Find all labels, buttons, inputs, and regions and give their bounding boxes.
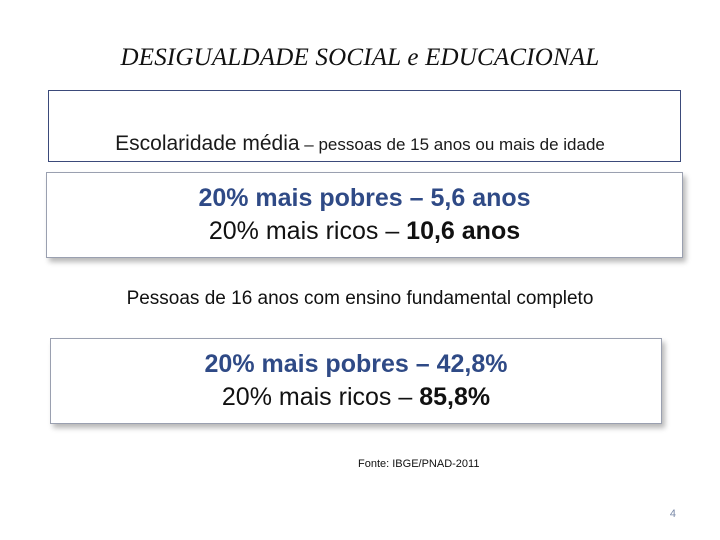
- section2-label: Pessoas de 16 anos com ensino fundamenta…: [126, 288, 594, 309]
- section1-ricos-prefix: 20% mais ricos –: [208, 217, 407, 245]
- section2-ricos-prefix: 20% mais ricos –: [221, 383, 420, 411]
- section1-label-rest: – pessoas de 15 anos ou mais de idade: [299, 135, 605, 154]
- section2-ricos-line: 20% mais ricos – 85,8%: [51, 381, 661, 413]
- page-number: 4: [669, 508, 676, 520]
- section2-ricos-value: 85,8%: [419, 383, 491, 411]
- section1-result-box: 20% mais pobres – 5,6 anos 20% mais rico…: [46, 172, 683, 258]
- section1-ricos-value: 10,6 anos: [406, 217, 521, 245]
- section1-ricos-line: 20% mais ricos – 10,6 anos: [47, 215, 682, 247]
- section1-pobres-line: 20% mais pobres – 5,6 anos: [198, 184, 531, 212]
- section2-result-box: 20% mais pobres – 42,8% 20% mais ricos –…: [50, 338, 662, 424]
- section1-label: Escolaridade média – pessoas de 15 anos …: [0, 132, 720, 156]
- slide-title: DESIGUALDADE SOCIAL e EDUCACIONAL: [120, 44, 600, 71]
- section2-pobres-line: 20% mais pobres – 42,8%: [204, 350, 508, 378]
- section1-frame: [48, 90, 681, 162]
- section1-label-strong: Escolaridade média: [115, 132, 300, 155]
- source-note: Fonte: IBGE/PNAD-2011: [358, 458, 480, 470]
